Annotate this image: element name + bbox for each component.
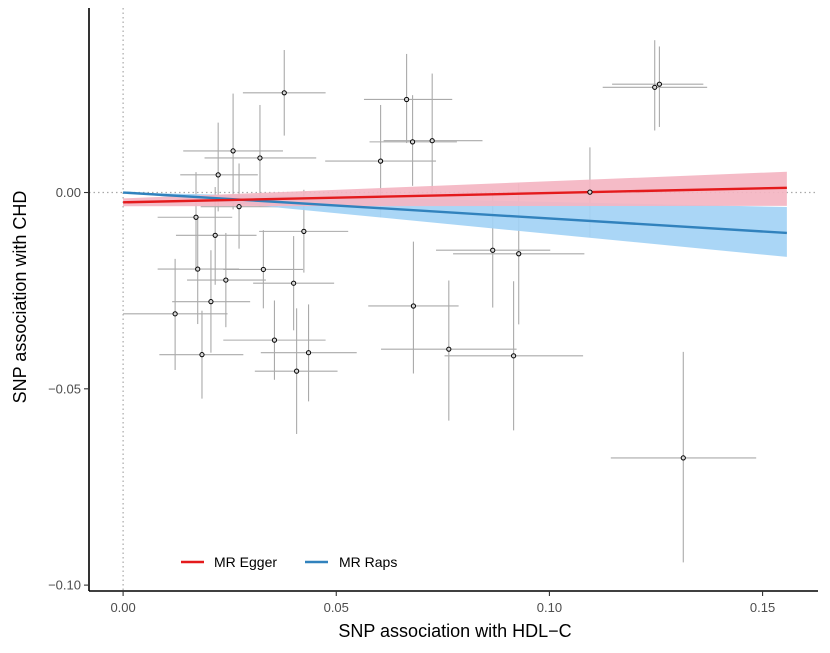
legend-label-mr-raps: MR Raps [339,554,397,570]
data-point [378,158,384,164]
data-point [409,139,416,145]
data-point [301,228,307,234]
data-point [516,251,522,257]
data-point [410,303,417,309]
data-point [236,204,242,210]
legend: MR Egger MR Raps [181,554,397,570]
fit-lines [123,186,787,235]
data-point [656,81,663,87]
data-point [195,266,201,272]
y-axis-title: SNP association with CHD [10,191,30,404]
data-point [404,96,410,103]
data-point [230,148,236,154]
data-points [172,81,686,461]
data-point [294,368,300,374]
x-tick-label: 0.10 [537,600,562,615]
data-point [680,455,686,461]
data-point [193,214,199,220]
data-point [281,90,287,96]
data-point [446,346,452,352]
data-point [212,232,218,238]
data-point [511,353,517,359]
data-point [199,352,205,358]
data-point [305,350,312,356]
fit-line-mr-egger [123,186,787,204]
y-tick-label: −0.05 [48,381,81,396]
data-point [587,189,593,195]
data-point [652,84,658,90]
x-ticks: 0.00 0.05 0.10 0.15 [110,591,775,615]
data-point [172,311,178,317]
y-ticks: 0.00 −0.05 −0.10 [48,185,89,593]
x-tick-label: 0.05 [324,600,349,615]
axes: 0.00 0.05 0.10 0.15 0.00 −0.05 −0.10 [48,8,818,615]
x-tick-label: 0.15 [750,600,775,615]
data-point [223,277,229,283]
legend-label-mr-egger: MR Egger [214,554,277,570]
x-tick-label: 0.00 [110,600,135,615]
data-point [271,337,278,343]
data-point [208,299,214,305]
data-point [260,266,266,273]
y-tick-label: 0.00 [56,185,81,200]
data-point [257,155,263,161]
data-point [291,280,297,286]
data-point [215,172,221,178]
confidence-band-mr-raps [123,192,787,257]
x-axis-title: SNP association with HDL−C [338,621,571,641]
data-point [490,247,496,253]
y-tick-label: −0.10 [48,578,81,593]
data-point [429,138,435,144]
